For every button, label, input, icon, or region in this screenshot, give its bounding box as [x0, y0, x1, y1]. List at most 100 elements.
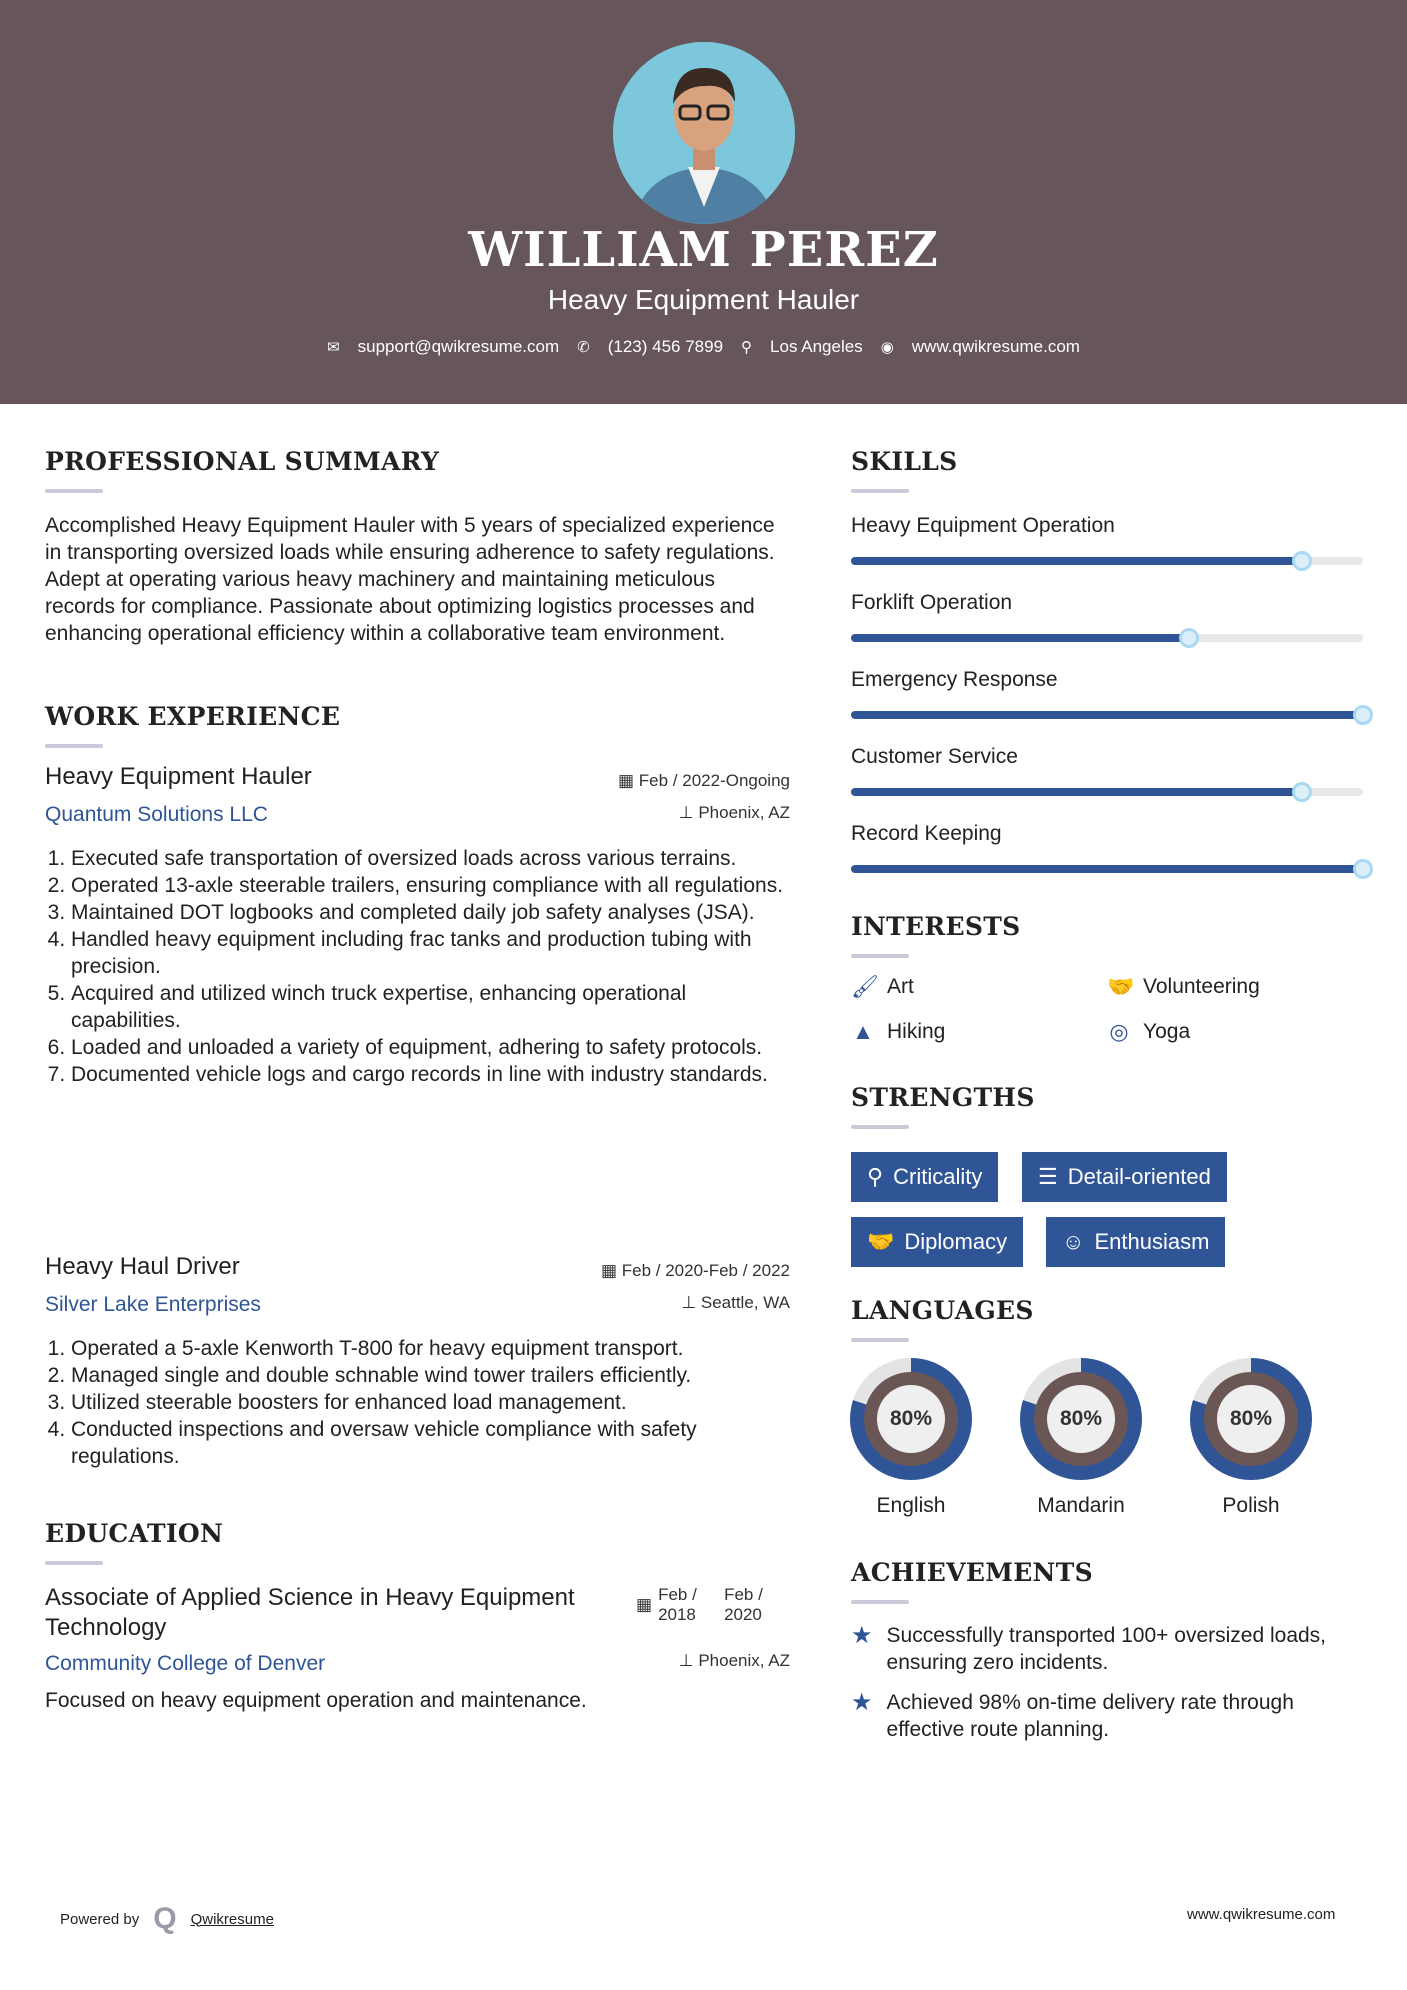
handshake-icon: 🤝 — [867, 1229, 895, 1254]
interest-label: Hiking — [887, 1020, 946, 1043]
pin-icon: ⊥ — [678, 1651, 699, 1670]
achievement-text: Achieved 98% on-time delivery rate throu… — [886, 1691, 1294, 1741]
heading-underline — [851, 1600, 909, 1604]
education-location: ⊥ Phoenix, AZ — [590, 1651, 790, 1671]
candidate-name: WILLIAM PEREZ — [468, 222, 939, 278]
skill-bar-fill — [851, 711, 1363, 719]
skill-bar — [851, 705, 1373, 725]
job-dates: ▦ Feb / 2022-Ongoing — [540, 771, 790, 791]
job-title: Heavy Haul Driver — [45, 1253, 240, 1280]
school: Community College of Denver — [45, 1652, 326, 1675]
job-dates-text: Feb / 2020-Feb / 2022 — [621, 1261, 790, 1280]
list-item: Documented vehicle logs and cargo record… — [71, 1061, 790, 1088]
calendar-icon: ▦ — [617, 771, 639, 790]
language-percent: 80% — [1217, 1385, 1285, 1453]
interests-heading: INTERESTS — [851, 912, 1021, 941]
list-item: Managed single and double schnable wind … — [71, 1362, 790, 1389]
skill-name: Heavy Equipment Operation — [851, 514, 1115, 537]
job-location: ⊥ Phoenix, AZ — [540, 803, 790, 823]
achievement-item: ★ Successfully transported 100+ oversized… — [851, 1622, 1371, 1676]
summary-text: Accomplished Heavy Equipment Hauler with… — [45, 514, 775, 645]
job-location-text: Seattle, WA — [700, 1293, 790, 1312]
interest-label: Art — [887, 975, 914, 998]
language-donut: 80% — [1020, 1358, 1142, 1480]
skill-slider-knob — [1178, 628, 1199, 648]
email[interactable]: support@qwikresume.com — [357, 337, 560, 356]
globe-icon: ◉ — [880, 339, 894, 356]
language-percent: 80% — [877, 1385, 945, 1453]
profile-photo — [613, 42, 795, 224]
skill-slider-knob — [1291, 782, 1312, 802]
skill-bar-fill — [851, 634, 1189, 642]
pin-icon: ⊥ — [681, 1293, 701, 1312]
skill-bar-fill — [851, 865, 1363, 873]
list-item: Conducted inspections and oversaw vehicl… — [71, 1416, 790, 1470]
language-name: Polish — [1222, 1494, 1280, 1517]
strength-label: Diplomacy — [904, 1229, 1008, 1254]
experience-heading: WORK EXPERIENCE — [45, 702, 341, 731]
heading-underline — [45, 489, 103, 493]
location: Los Angeles — [770, 337, 863, 356]
strength-badge: ☰ Detail-oriented — [1022, 1152, 1227, 1202]
strengths-heading: STRENGTHS — [851, 1083, 1035, 1112]
list-item: Operated 13-axle steerable trailers, ens… — [71, 872, 790, 899]
language-percent: 80% — [1047, 1385, 1115, 1453]
website[interactable]: www.qwikresume.com — [911, 337, 1080, 356]
heading-underline — [851, 1338, 909, 1342]
list-item: Maintained DOT logbooks and completed da… — [71, 899, 790, 926]
qwikresume-logo-icon: Q — [153, 1902, 177, 1935]
strength-label: Criticality — [893, 1164, 983, 1189]
skill-slider-knob — [1291, 551, 1312, 571]
skill-bar — [851, 782, 1363, 802]
footer-website[interactable]: www.qwikresume.com — [1187, 1906, 1336, 1923]
interest-label: Volunteering — [1143, 975, 1260, 998]
pin-icon: ⊥ — [678, 803, 699, 822]
powered-by: Powered by — [60, 1910, 140, 1928]
strength-badge: ☺ Enthusiasm — [1046, 1217, 1226, 1267]
header: WILLIAM PEREZ Heavy Equipment Hauler ✉ s… — [0, 0, 1407, 404]
job-location: ⊥ Seattle, WA — [540, 1293, 790, 1313]
list-item: Utilized steerable boosters for enhanced… — [71, 1389, 790, 1416]
heading-underline — [45, 744, 103, 748]
language-name: English — [876, 1494, 946, 1517]
skill-slider-knob — [1353, 705, 1373, 725]
job-location-text: Phoenix, AZ — [698, 803, 790, 822]
list-icon: ☰ — [1038, 1164, 1058, 1189]
tree-icon: ▲ — [852, 1019, 874, 1044]
language-donut: 80% — [1190, 1358, 1312, 1480]
education-dates: ▦ Feb / 2018 Feb / 2020 — [636, 1585, 784, 1625]
list-item: Handled heavy equipment including frac t… — [71, 926, 790, 980]
job-bullets: Operated a 5-axle Kenworth T-800 for hea… — [45, 1335, 790, 1470]
skill-bar — [851, 628, 1363, 648]
job-dates: ▦ Feb / 2020-Feb / 2022 — [540, 1261, 790, 1281]
skill-name: Record Keeping — [851, 822, 1002, 845]
education-heading: EDUCATION — [45, 1519, 224, 1548]
language-name: Mandarin — [1037, 1494, 1125, 1517]
strength-label: Detail-oriented — [1067, 1164, 1211, 1189]
interest-item: ▲ Hiking — [851, 1019, 945, 1045]
phone-icon: ✆ — [577, 339, 590, 356]
skill-name: Emergency Response — [851, 668, 1058, 691]
envelope-icon: ✉ — [327, 339, 340, 356]
star-icon: ★ — [851, 1622, 873, 1649]
degree: Associate of Applied Science in Heavy Eq… — [45, 1584, 575, 1641]
strength-badge: ⚲ Criticality — [851, 1152, 999, 1202]
interest-label: Yoga — [1143, 1020, 1191, 1043]
handshake-icon: 🤝 — [1107, 974, 1135, 999]
list-item: Executed safe transportation of oversize… — [71, 845, 790, 872]
strength-badge: 🤝 Diplomacy — [851, 1217, 1024, 1267]
skills-heading: SKILLS — [851, 447, 958, 476]
job-title: Heavy Equipment Hauler — [45, 763, 312, 790]
heading-underline — [851, 954, 909, 958]
list-item: Loaded and unloaded a variety of equipme… — [71, 1034, 790, 1061]
language-donut: 80% — [850, 1358, 972, 1480]
languages-heading: LANGUAGES — [851, 1296, 1034, 1325]
education-end: Feb / 2020 — [724, 1585, 763, 1624]
contact-bar: ✉ support@qwikresume.com ✆ (123) 456 789… — [0, 337, 1407, 357]
heading-underline — [45, 1561, 103, 1565]
interest-item: 🤝 Volunteering — [1107, 974, 1260, 1000]
interest-item: 🖌 Art — [851, 974, 914, 1000]
skill-bar — [851, 859, 1373, 879]
brand-link[interactable]: Qwikresume — [190, 1910, 274, 1928]
interest-item: ◎ Yoga — [1107, 1019, 1190, 1045]
